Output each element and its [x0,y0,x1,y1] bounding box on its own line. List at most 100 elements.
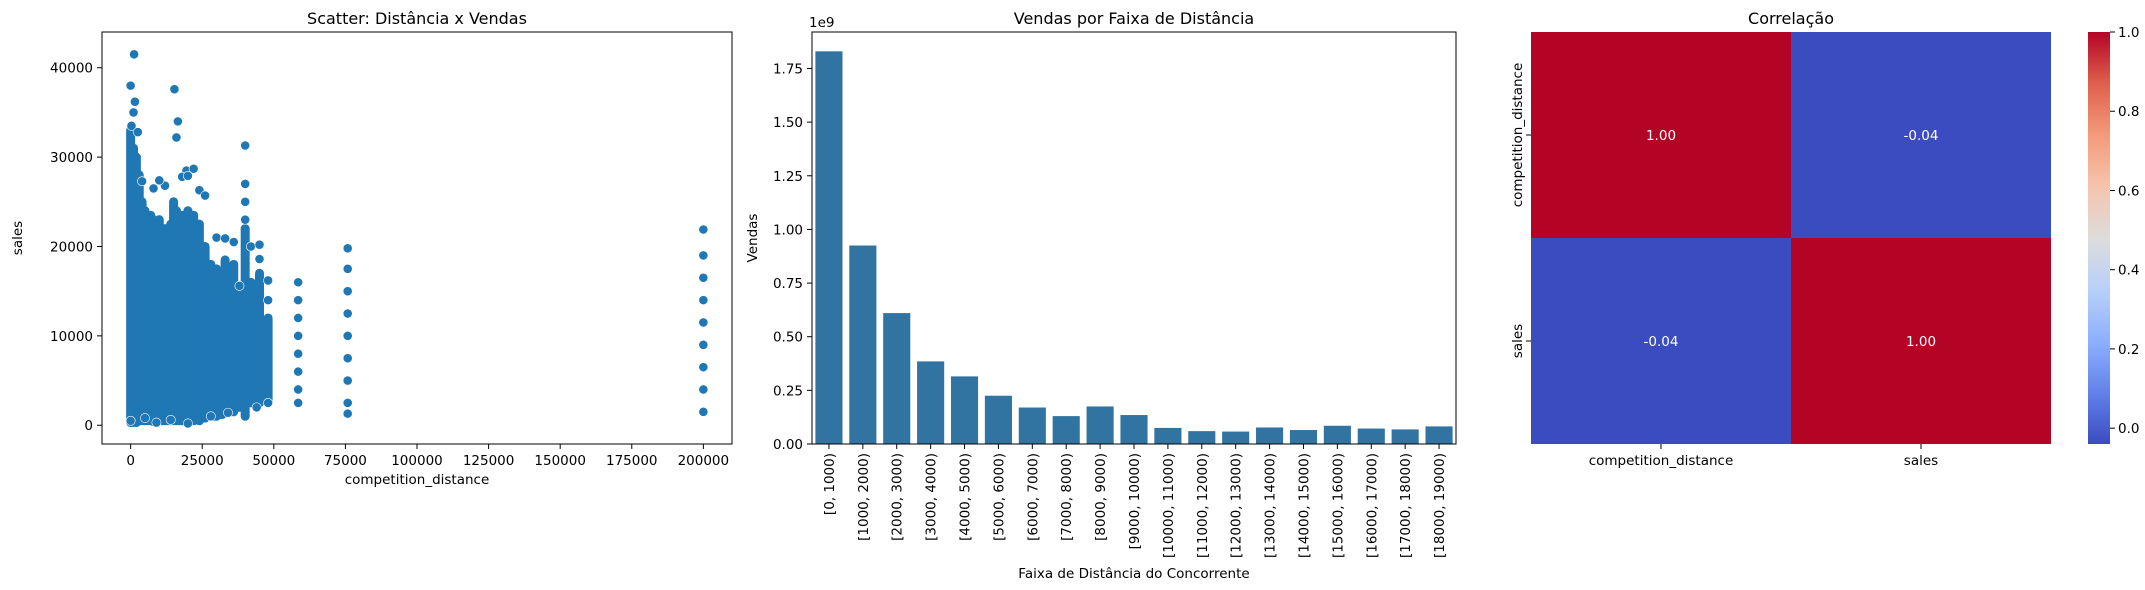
scatter-point-column [263,313,273,408]
scatter-point [293,330,304,341]
bar-x-tick-label: [1000, 2000) [856,453,872,541]
scatter-point [125,80,136,91]
scatter-point [172,116,183,127]
bar-y-tick-label: 0.75 [773,276,803,292]
heatmap-y-tick-label: sales [1510,324,1526,358]
scatter-point [293,295,304,306]
scatter-point [154,175,165,186]
bar [984,395,1012,444]
scatter-point [342,330,353,341]
scatter-point [342,375,353,386]
heatmap-cell [1531,32,1791,238]
scatter-point [342,397,353,408]
colorbar-tick-label: 0.6 [2118,183,2139,199]
colorbar-tick-label: 0.2 [2118,342,2139,358]
heatmap-x-tick-label: competition_distance [1589,453,1734,469]
scatter-point [246,241,256,252]
bar [1222,431,1250,444]
bar [815,51,843,444]
scatter-x-tick-label: 200000 [678,453,730,469]
scatter-point [342,408,353,419]
scatter-y-tick-label: 0 [84,418,93,434]
scatter-point [342,308,353,319]
scatter-point [293,384,304,395]
scatter-point [148,183,159,194]
bar [849,245,877,444]
bar [1425,426,1453,444]
scatter-y-tick-label: 30000 [50,150,93,166]
scatter-point [251,402,262,413]
scatter-title: Scatter: Distância x Vendas [307,9,527,28]
scatter-point [129,49,139,60]
scatter-point [254,254,265,264]
scatter-point [125,415,136,426]
heatmap-cell-value: 1.00 [1646,128,1676,144]
scatter-point [263,295,273,306]
bar-y-tick-label: 1.50 [773,115,803,131]
scatter-point [293,366,304,377]
bar [1357,428,1385,444]
scatter-point [263,275,273,286]
scatter-y-axis-label: sales [10,221,26,255]
colorbar: 0.0 0.2 0.4 0.6 0.8 1.0 [2088,25,2139,444]
bar-x-tick-label: [3000, 4000) [924,453,940,541]
heatmap-x-tick-label: sales [1904,453,1938,469]
bar-x-tick-label: [9000, 10000) [1127,453,1143,549]
heatmap-cell [1791,238,2051,444]
scatter-point [698,295,709,306]
scatter-x-tick-label: 50000 [252,453,295,469]
bar-x-tick-label: [0, 1000) [822,453,838,515]
scatter-point [165,414,176,425]
scatter-point [183,418,193,429]
bar [1052,416,1080,444]
scatter-point [205,411,216,422]
scatter-point [293,277,304,288]
scatter-y-tick-label: 20000 [50,239,93,255]
colorbar-tick-label: 0.4 [2118,263,2139,279]
bar-x-tick-label: [18000, 19000) [1432,453,1448,558]
scatter-point [342,243,353,254]
bar-y-tick-label: 1.75 [773,61,803,77]
scatter-point [200,190,210,201]
bar-title: Vendas por Faixa de Distância [1014,9,1254,28]
bar-x-tick-label: [14000, 15000) [1296,453,1312,558]
bar-y-tick-label: 1.25 [773,169,803,185]
bar [917,361,945,444]
heatmap-cell [1791,32,2051,238]
bar-x-tick-label: [5000, 6000) [991,453,1007,541]
scatter-x-tick-label: 125000 [463,453,515,469]
scatter-x-tick-label: 175000 [606,453,658,469]
heatmap-title: Correlação [1748,9,1834,28]
scatter-point [151,417,162,428]
scatter-point [342,263,353,274]
scatter-point [293,313,304,323]
scatter-point [263,397,273,408]
bar [1256,427,1284,444]
bar-y-axis-label: Vendas [745,214,761,263]
bar-y-tick-label: 1.00 [773,222,803,238]
heatmap-y-tick-label: competition_distance [1510,63,1526,208]
scatter-x-tick-label: 100000 [391,453,443,469]
scatter-point [342,353,353,364]
scatter-point [183,170,193,181]
colorbar-tick-label: 0.0 [2118,421,2139,437]
bar-x-tick-label: [8000, 9000) [1093,453,1109,541]
scatter-point [240,196,251,207]
bar-y-tick-label: 0.25 [773,383,803,399]
scatter-points [125,49,709,429]
scatter-point [211,232,222,243]
bar-x-tick-label: [15000, 16000) [1330,453,1346,558]
bar-x-tick-label: [17000, 18000) [1398,453,1414,558]
scatter-point [698,384,709,395]
scatter-x-tick-label: 0 [126,453,135,469]
scatter-point [254,239,265,250]
heatmap-cell-value: -0.04 [1904,128,1939,144]
scatter-point [130,96,140,107]
scatter-y-tick-label: 40000 [50,61,93,77]
scatter-point [240,179,251,189]
scatter-point [698,406,709,417]
scatter-point [132,127,143,137]
bar-x-tick-label: [11000, 12000) [1195,453,1211,558]
